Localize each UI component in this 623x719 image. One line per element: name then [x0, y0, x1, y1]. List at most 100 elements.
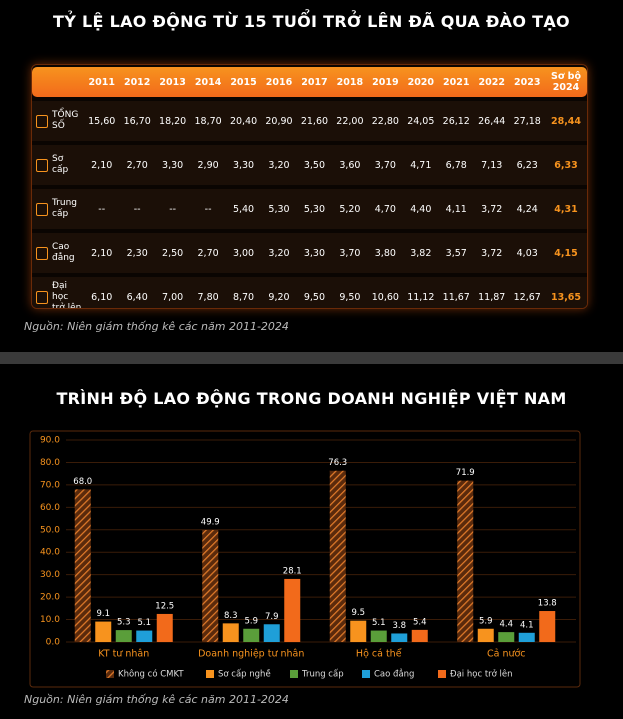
- legend-label: Không có CMKT: [118, 669, 184, 680]
- table-cell: 9,20: [261, 277, 297, 308]
- y-tick-label: 40.0: [40, 548, 60, 558]
- table-row: Trung cấp -- -- -- -- 5,40 5,30 5,30 5,20 4,70 4,4…: [32, 189, 587, 229]
- value-label: 4.1: [520, 620, 534, 630]
- legend-label: Sơ cấp nghề: [218, 669, 271, 680]
- bar: [518, 632, 535, 642]
- y-tick-label: 30.0: [40, 570, 60, 580]
- table-cell: 24,05: [403, 101, 439, 141]
- table-cell: 2,10: [84, 233, 120, 273]
- y-tick-label: 70.0: [40, 480, 60, 490]
- table-cell: 7,00: [154, 277, 191, 308]
- table-cell: 5,30: [296, 189, 333, 229]
- legend-swatch: [290, 670, 298, 678]
- table-cell: 22,80: [367, 101, 404, 141]
- table-cell: 18,20: [154, 101, 191, 141]
- bar: [95, 621, 112, 642]
- bar: [477, 628, 494, 642]
- table-cell: 6,33: [545, 145, 587, 185]
- row-label: TỔNG SỐ: [52, 110, 79, 131]
- table-cell: 3,80: [367, 233, 404, 273]
- table-cell: 3,20: [261, 233, 297, 273]
- column-header: 2018: [332, 67, 368, 97]
- bar: [370, 630, 387, 642]
- table-card: 2011 2012 2013 2014 2015 2016 2017 2018 2019 2020…: [31, 64, 588, 309]
- bar: [74, 489, 91, 642]
- table-cell: 4,31: [545, 189, 587, 229]
- table-cell: 13,65: [545, 277, 587, 308]
- column-header: 2020: [403, 67, 439, 97]
- value-label: 76.3: [328, 458, 347, 468]
- bar: [539, 611, 556, 642]
- row-header: Sơ cấp: [32, 145, 84, 185]
- table-row: TỔNG SỐ 15,60 16,70 18,20 18,70 20,40 20,90 21,…: [32, 101, 587, 141]
- row-header: TỔNG SỐ: [32, 101, 84, 141]
- y-tick-label: 80.0: [40, 458, 60, 468]
- row-header: Đại học trở lên: [32, 277, 84, 309]
- corner: [32, 67, 84, 97]
- value-label: 13.8: [538, 599, 557, 609]
- table-cell: 18,70: [190, 101, 226, 141]
- bar: [202, 530, 219, 642]
- value-label: 4.4: [499, 620, 513, 630]
- row-icon: [36, 246, 48, 260]
- column-header: 2022: [473, 67, 510, 97]
- value-label: 5.9: [479, 616, 493, 626]
- column-header: 2019: [367, 67, 404, 97]
- column-header: 2015: [225, 67, 262, 97]
- table-cell: 8,70: [225, 277, 262, 308]
- row-label: Đại học trở lên: [52, 280, 82, 309]
- y-tick-label: 20.0: [40, 593, 60, 603]
- bar: [156, 613, 173, 642]
- column-header: Sơ bộ 2024: [545, 67, 587, 97]
- table-cell: 3,70: [332, 233, 368, 273]
- x-tick-label: Cả nước: [487, 649, 526, 660]
- legend-swatch: [438, 670, 446, 678]
- table-cell: 4,40: [403, 189, 439, 229]
- table-cell: 2,30: [119, 233, 155, 273]
- table-cell: --: [154, 189, 191, 229]
- bar: [136, 630, 153, 642]
- x-tick-label: Doanh nghiệp tư nhân: [198, 649, 304, 660]
- separator: [0, 352, 623, 364]
- table-cell: 10,60: [367, 277, 404, 308]
- legend-label: Đại học trở lên: [450, 669, 513, 680]
- value-label: 5.4: [413, 617, 427, 627]
- row-label: Cao đẳng: [52, 242, 75, 263]
- value-label: 49.9: [201, 518, 220, 528]
- table-cell: 3,70: [367, 145, 404, 185]
- value-label: 7.9: [265, 612, 279, 622]
- table-cell: 5,30: [261, 189, 297, 229]
- table-cell: 4,15: [545, 233, 587, 273]
- column-header: 2016: [261, 67, 297, 97]
- value-label: 71.9: [456, 468, 475, 478]
- table-cell: 2,50: [154, 233, 191, 273]
- table-cell: 3,30: [296, 233, 333, 273]
- value-label: 8.3: [224, 611, 238, 621]
- table-row: Cao đẳng 2,10 2,30 2,50 2,70 3,00 3,20 3,30 3,70…: [32, 233, 587, 273]
- legend-swatch: [362, 670, 370, 678]
- table-cell: 3,82: [403, 233, 439, 273]
- table-cell: 3,00: [225, 233, 262, 273]
- column-header: 2021: [438, 67, 474, 97]
- table-cell: 9,50: [296, 277, 333, 308]
- value-label: 12.5: [155, 601, 174, 611]
- table-row: Đại học trở lên 6,10 6,40 7,00 7,80 8,70 9,20 9…: [32, 277, 587, 309]
- table-cell: --: [84, 189, 120, 229]
- table-cell: --: [119, 189, 155, 229]
- column-header: 2014: [190, 67, 226, 97]
- table-cell: 21,60: [296, 101, 333, 141]
- bar: [115, 630, 132, 642]
- value-label: 5.9: [244, 616, 258, 626]
- table-body: TỔNG SỐ 15,60 16,70 18,20 18,70 20,40 20,90 21,…: [32, 101, 587, 309]
- legend-label: Cao đẳng: [374, 669, 414, 680]
- chart-source: Nguồn: Niên giám thống kê các năm 2011-2…: [24, 693, 289, 706]
- column-header: 2012: [119, 67, 155, 97]
- table-cell: 7,80: [190, 277, 226, 308]
- table-source: Nguồn: Niên giám thống kê các năm 2011-2…: [24, 320, 289, 333]
- y-tick-label: 60.0: [40, 503, 60, 513]
- table-cell: 27,18: [509, 101, 545, 141]
- column-header: 2023: [509, 67, 545, 97]
- row-icon: [36, 290, 48, 304]
